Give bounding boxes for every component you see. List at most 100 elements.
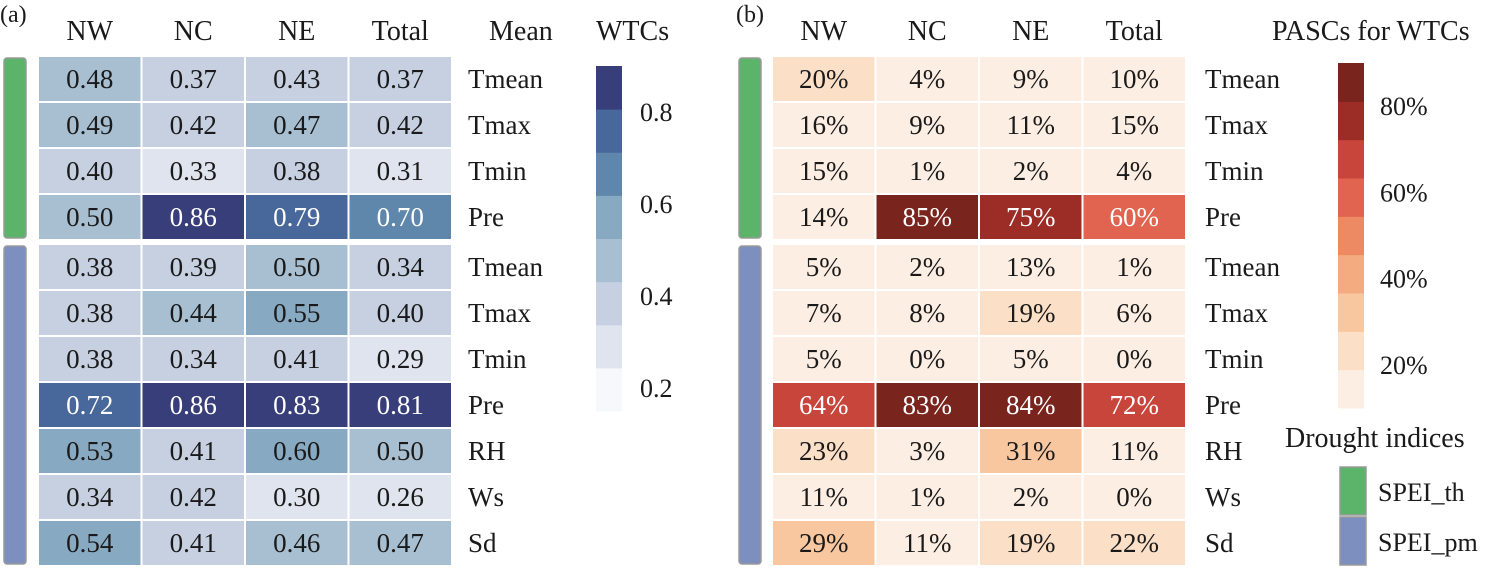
cell-value-label: 8%: [909, 298, 945, 328]
cell-value-label: 0.40: [377, 298, 424, 328]
cell-value-label: 15%: [1110, 110, 1160, 140]
colorbar-segment: [1338, 139, 1364, 179]
cell-value-label: 0.41: [273, 344, 320, 374]
cell-value-label: 2%: [1013, 156, 1049, 186]
cell-value-label: 19%: [1006, 298, 1056, 328]
cell-value-label: 0.34: [170, 344, 218, 374]
colorbar-tick-label: 20%: [1380, 351, 1428, 380]
cell-value-label: 23%: [799, 436, 849, 466]
cell-value-label: 9%: [1013, 64, 1049, 94]
heatmap-cell: [1081, 101, 1187, 149]
colorbar-segment: [596, 238, 622, 283]
cell-value-label: 0.37: [377, 64, 424, 94]
cell-value-label: 0%: [1116, 482, 1152, 512]
heatmap-cell: [37, 519, 143, 567]
heatmap-cell: [771, 473, 877, 521]
heatmap-cell: [978, 381, 1084, 429]
cell-value-label: 6%: [1116, 298, 1152, 328]
row-label: Tmean: [1205, 252, 1280, 282]
column-header: NW: [800, 16, 847, 47]
cell-value-label: 72%: [1110, 390, 1160, 420]
row-label: Tmean: [468, 64, 543, 94]
colorbar-tick-label: 40%: [1380, 265, 1428, 294]
cell-value-label: 0.53: [66, 436, 113, 466]
heatmap-cell: [347, 55, 453, 103]
cell-value-label: 84%: [1006, 390, 1056, 420]
heatmap-cell: [874, 101, 980, 149]
cell-value-label: 0.70: [377, 202, 424, 232]
cell-value-label: 31%: [1006, 436, 1056, 466]
cell-value-label: 20%: [799, 64, 849, 94]
colorbar-tick-label: 0.8: [640, 98, 673, 127]
row-label: Ws: [468, 482, 504, 512]
cell-value-label: 0.55: [273, 298, 320, 328]
cell-value-label: 0.86: [170, 390, 217, 420]
cell-value-label: 0.31: [377, 156, 424, 186]
cell-value-label: 0.41: [170, 528, 217, 558]
cell-value-label: 11%: [1110, 436, 1159, 466]
group-bar: [738, 57, 762, 239]
cell-value-label: 2%: [1013, 482, 1049, 512]
heatmap-cell: [37, 381, 143, 429]
heatmap-cell: [874, 147, 980, 195]
cell-value-label: 0.49: [66, 110, 113, 140]
cell-value-label: 15%: [799, 156, 849, 186]
colorbar-title: WTCs: [596, 16, 669, 47]
heatmap-cell: [978, 289, 1084, 337]
colorbar-tick-label: 80%: [1380, 92, 1428, 121]
column-header: NE: [278, 16, 315, 47]
colorbar-segment: [596, 109, 622, 153]
column-header: NC: [174, 16, 213, 47]
heatmap-cell: [771, 147, 877, 195]
cell-value-label: 4%: [1116, 156, 1152, 186]
colorbar-title: PASCs for WTCs: [1272, 16, 1470, 47]
cell-value-label: 1%: [909, 482, 945, 512]
row-header-title: Mean: [489, 16, 553, 47]
cell-value-label: 0.26: [377, 482, 424, 512]
colorbar-segment: [1338, 101, 1364, 141]
group-bar: [3, 245, 27, 565]
colorbar-tick-label: 0.2: [640, 374, 673, 403]
cell-value-label: 0.34: [66, 482, 114, 512]
legend-label: SPEI_th: [1378, 478, 1465, 507]
row-label: Tmin: [468, 156, 527, 186]
cell-value-label: 22%: [1110, 528, 1160, 558]
heatmap-cell: [1081, 381, 1187, 429]
cell-value-label: 0.38: [66, 344, 113, 374]
cell-value-label: 7%: [806, 298, 842, 328]
colorbar-segment: [596, 367, 622, 412]
heatmap-cell: [874, 55, 980, 103]
heatmap-cell: [1081, 519, 1187, 567]
cell-value-label: 0%: [1116, 344, 1152, 374]
row-label: Sd: [468, 528, 497, 558]
column-header: Total: [372, 16, 429, 47]
heatmap-cell: [347, 147, 453, 195]
cell-value-label: 64%: [799, 390, 849, 420]
cell-value-label: 10%: [1110, 64, 1160, 94]
cell-value-label: 5%: [806, 344, 842, 374]
row-label: Sd: [1205, 528, 1234, 558]
cell-value-label: 29%: [799, 528, 849, 558]
cell-value-label: 0.44: [170, 298, 218, 328]
cell-value-label: 0.34: [377, 252, 425, 282]
cell-value-label: 0.38: [66, 252, 113, 282]
colorbar-segment: [596, 281, 622, 326]
cell-value-label: 0.50: [66, 202, 113, 232]
heatmap-cell: [140, 519, 246, 567]
cell-value-label: 9%: [909, 110, 945, 140]
cell-value-label: 0.33: [170, 156, 217, 186]
legend-label: SPEI_pm: [1378, 528, 1478, 557]
cell-value-label: 1%: [1116, 252, 1152, 282]
cell-value-label: 0%: [909, 344, 945, 374]
cell-value-label: 85%: [903, 202, 953, 232]
colorbar-segment: [1338, 216, 1364, 256]
cell-value-label: 0.54: [66, 528, 114, 558]
row-label: Tmax: [1205, 110, 1268, 140]
panel-label: (b): [736, 2, 764, 28]
cell-value-label: 14%: [799, 202, 849, 232]
colorbar-tick-label: 0.4: [640, 282, 673, 311]
row-label: Pre: [1205, 390, 1241, 420]
row-label: Tmax: [468, 298, 531, 328]
heatmap-cell: [771, 427, 877, 475]
